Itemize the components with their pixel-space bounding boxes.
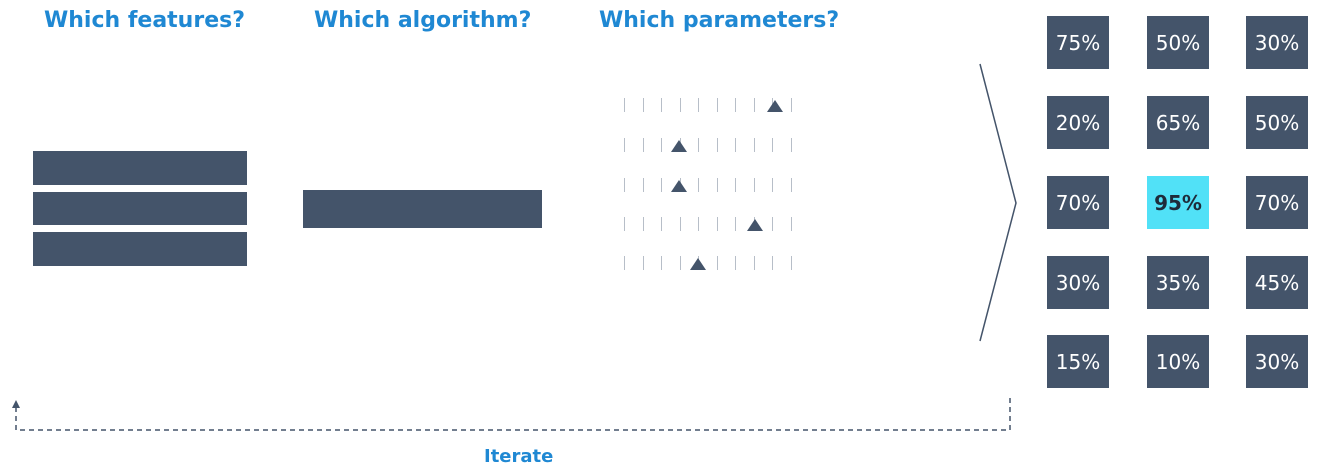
slider-tick bbox=[680, 98, 681, 112]
slider-tick bbox=[624, 256, 625, 270]
slider-tick bbox=[717, 256, 718, 270]
slider-tick bbox=[754, 178, 755, 192]
iterate-loop-line bbox=[15, 398, 1011, 431]
parameter-slider bbox=[624, 136, 792, 154]
slider-tick bbox=[754, 138, 755, 152]
slider-tick bbox=[772, 217, 773, 231]
slider-tick bbox=[772, 138, 773, 152]
parameter-slider bbox=[624, 96, 792, 114]
slider-tick bbox=[643, 217, 644, 231]
slider-thumb bbox=[767, 100, 783, 112]
slider-tick bbox=[772, 256, 773, 270]
parameter-slider bbox=[624, 254, 792, 272]
feature-bar bbox=[33, 151, 247, 185]
slider-tick bbox=[772, 178, 773, 192]
score-cell: 70% bbox=[1047, 176, 1109, 229]
slider-tick bbox=[735, 98, 736, 112]
slider-tick bbox=[698, 178, 699, 192]
slider-tick bbox=[717, 98, 718, 112]
slider-tick bbox=[791, 138, 792, 152]
slider-tick bbox=[791, 178, 792, 192]
slider-tick bbox=[735, 138, 736, 152]
score-cell: 35% bbox=[1147, 256, 1209, 309]
slider-tick bbox=[754, 256, 755, 270]
score-cell: 70% bbox=[1246, 176, 1308, 229]
algorithm-heading: Which algorithm? bbox=[314, 8, 532, 33]
slider-thumb bbox=[690, 258, 706, 270]
score-cell: 20% bbox=[1047, 96, 1109, 149]
iterate-label: Iterate bbox=[484, 446, 554, 467]
slider-tick bbox=[643, 256, 644, 270]
slider-thumb bbox=[671, 180, 687, 192]
bracket-line bbox=[979, 63, 1017, 342]
score-cell: 65% bbox=[1147, 96, 1209, 149]
slider-tick bbox=[661, 138, 662, 152]
features-heading: Which features? bbox=[44, 8, 245, 33]
score-cell: 30% bbox=[1047, 256, 1109, 309]
score-cell: 75% bbox=[1047, 16, 1109, 69]
slider-tick bbox=[754, 98, 755, 112]
best-score-cell: 95% bbox=[1147, 176, 1209, 229]
slider-thumb bbox=[747, 219, 763, 231]
slider-tick bbox=[791, 98, 792, 112]
slider-tick bbox=[698, 138, 699, 152]
iterate-arrow-head bbox=[12, 400, 20, 408]
slider-tick bbox=[735, 178, 736, 192]
slider-tick bbox=[643, 98, 644, 112]
parameters-heading: Which parameters? bbox=[599, 8, 840, 33]
slider-tick bbox=[791, 256, 792, 270]
slider-tick bbox=[661, 98, 662, 112]
feature-bar bbox=[33, 232, 247, 266]
slider-tick bbox=[624, 178, 625, 192]
slider-tick bbox=[661, 217, 662, 231]
slider-tick bbox=[661, 178, 662, 192]
slider-tick bbox=[717, 217, 718, 231]
score-cell: 50% bbox=[1246, 96, 1308, 149]
score-cell: 30% bbox=[1246, 335, 1308, 388]
slider-tick bbox=[735, 256, 736, 270]
slider-tick bbox=[680, 217, 681, 231]
score-cell: 10% bbox=[1147, 335, 1209, 388]
slider-tick bbox=[735, 217, 736, 231]
slider-thumb bbox=[671, 140, 687, 152]
algorithm-bar bbox=[303, 190, 542, 228]
slider-tick bbox=[643, 138, 644, 152]
parameter-slider bbox=[624, 176, 792, 194]
score-cell: 30% bbox=[1246, 16, 1308, 69]
slider-tick bbox=[717, 138, 718, 152]
slider-tick bbox=[643, 178, 644, 192]
parameter-slider bbox=[624, 215, 792, 233]
slider-tick bbox=[624, 138, 625, 152]
slider-tick bbox=[624, 217, 625, 231]
slider-tick bbox=[680, 256, 681, 270]
score-cell: 15% bbox=[1047, 335, 1109, 388]
slider-tick bbox=[698, 98, 699, 112]
score-cell: 50% bbox=[1147, 16, 1209, 69]
slider-tick bbox=[661, 256, 662, 270]
score-cell: 45% bbox=[1246, 256, 1308, 309]
slider-tick bbox=[791, 217, 792, 231]
slider-tick bbox=[717, 178, 718, 192]
slider-tick bbox=[698, 217, 699, 231]
feature-bar bbox=[33, 192, 247, 225]
slider-tick bbox=[624, 98, 625, 112]
